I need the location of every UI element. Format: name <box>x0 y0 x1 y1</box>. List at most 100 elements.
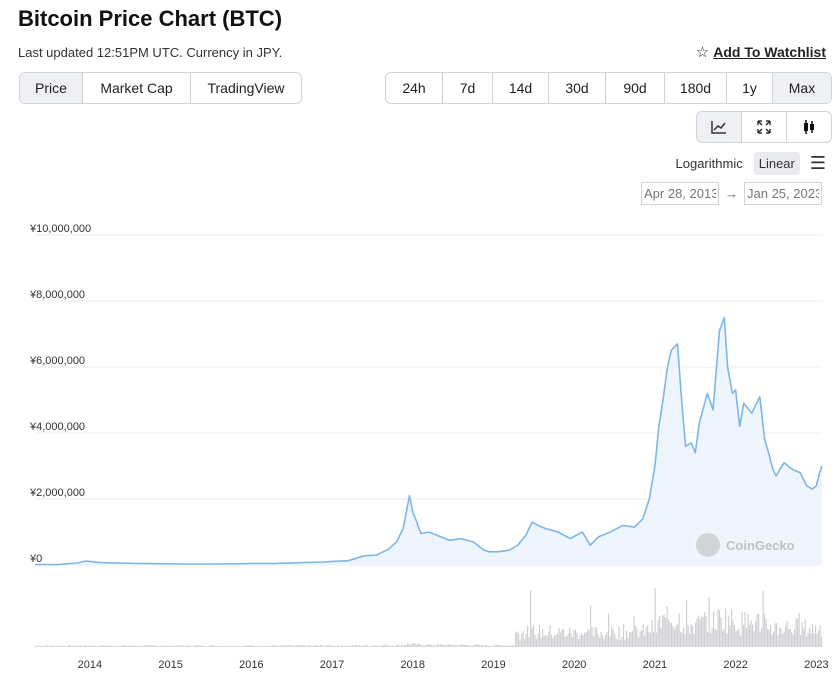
volume-bar <box>174 645 176 647</box>
volume-bar <box>501 646 503 647</box>
volume-bar <box>692 625 694 647</box>
volume-bar <box>306 646 308 647</box>
tab-tradingview[interactable]: TradingView <box>207 80 285 96</box>
volume-bar <box>584 632 586 647</box>
volume-bar <box>159 645 161 647</box>
range-90d[interactable]: 90d <box>606 73 665 103</box>
volume-bar <box>300 644 302 647</box>
volume-bar <box>132 645 134 647</box>
volume-bar <box>219 645 221 647</box>
volume-bar <box>555 635 557 647</box>
range-7d[interactable]: 7d <box>443 73 493 103</box>
volume-bar <box>359 644 361 647</box>
volume-bar <box>516 631 518 647</box>
x-tick-label: 2022 <box>723 659 747 671</box>
x-tick-label: 2021 <box>643 659 667 671</box>
volume-bar <box>83 646 85 647</box>
volume-bar <box>218 645 220 647</box>
volume-bar <box>710 633 712 647</box>
volume-bar <box>369 645 371 647</box>
tab-price[interactable]: Price <box>20 73 83 103</box>
volume-bar <box>117 646 119 647</box>
volume-bar <box>375 645 377 647</box>
range-30d[interactable]: 30d <box>549 73 606 103</box>
volume-bar <box>248 645 250 647</box>
volume-bar <box>470 645 472 647</box>
volume-bar <box>350 645 352 647</box>
price-chart[interactable]: ¥0 ¥2,000,000 ¥4,000,000 ¥6,000,000 ¥8,000,0… <box>0 215 836 673</box>
volume-bar <box>213 646 215 647</box>
volume-bar <box>105 646 107 647</box>
volume-bar <box>656 632 658 647</box>
volume-bar <box>465 644 467 647</box>
volume-bar <box>770 624 772 647</box>
volume-bar <box>69 644 71 647</box>
volume-bar <box>164 645 166 647</box>
volume-bar <box>450 644 452 647</box>
volume-bar <box>207 646 209 647</box>
volume-bar <box>768 629 770 647</box>
volume-bar <box>453 645 455 647</box>
range-180d[interactable]: 180d <box>665 73 727 103</box>
scale-logarithmic[interactable]: Logarithmic <box>675 156 743 171</box>
volume-bar <box>749 624 751 647</box>
volume-bar <box>803 628 805 647</box>
volume-bar <box>186 645 188 647</box>
volume-bar <box>426 644 428 647</box>
volume-bar <box>744 612 746 647</box>
volume-bar <box>383 645 385 647</box>
volume-bar <box>66 646 68 647</box>
y-tick-label: ¥6,000,000 <box>29 355 85 367</box>
hamburger-menu-icon[interactable]: ☰ <box>809 153 826 173</box>
volume-bar <box>179 645 181 647</box>
add-to-watchlist-button[interactable]: ☆ Add To Watchlist <box>696 44 826 60</box>
volume-bar <box>554 635 556 647</box>
volume-bar <box>60 646 62 647</box>
tab-market-cap[interactable]: Market Cap <box>83 73 191 103</box>
volume-bar <box>576 633 578 647</box>
volume-bar <box>821 637 823 647</box>
line-chart-button[interactable] <box>697 112 742 142</box>
volume-bar <box>728 615 730 647</box>
volume-bar <box>800 635 802 647</box>
volume-bar <box>602 635 604 647</box>
volume-bar <box>251 645 253 647</box>
volume-bar <box>761 628 763 647</box>
volume-bar <box>386 644 388 647</box>
volume-bar <box>575 629 577 647</box>
volume-bar <box>267 645 269 647</box>
volume-bar <box>810 633 812 647</box>
range-max[interactable]: Max <box>773 73 831 103</box>
date-from-input[interactable] <box>641 182 719 205</box>
volume-bar <box>87 645 89 647</box>
volume-bar <box>261 646 263 647</box>
expand-button[interactable] <box>742 112 787 142</box>
volume-bar <box>726 633 728 647</box>
volume-bar <box>314 645 316 647</box>
range-14d[interactable]: 14d <box>493 73 549 103</box>
volume-bar <box>39 646 41 647</box>
volume-bar <box>119 646 121 647</box>
volume-bar <box>473 645 475 647</box>
volume-bar <box>672 626 674 647</box>
volume-bar <box>114 646 116 647</box>
volume-bar <box>240 645 242 647</box>
candlestick-button[interactable] <box>787 112 831 142</box>
range-24h[interactable]: 24h <box>386 73 443 103</box>
volume-bar <box>227 645 229 647</box>
volume-bar <box>215 645 217 647</box>
volume-bar <box>225 645 227 647</box>
volume-bar <box>695 622 697 647</box>
volume-bar <box>50 645 52 647</box>
volume-bar <box>71 646 73 647</box>
volume-bar <box>512 645 514 647</box>
range-1y[interactable]: 1y <box>727 73 773 103</box>
volume-bar <box>636 628 638 647</box>
volume-bar <box>638 637 640 647</box>
volume-bar <box>266 646 268 647</box>
volume-bar <box>252 645 254 647</box>
volume-bar <box>150 645 152 647</box>
date-to-input[interactable] <box>744 182 822 205</box>
volume-bar <box>275 645 277 647</box>
scale-linear[interactable]: Linear <box>753 152 800 175</box>
